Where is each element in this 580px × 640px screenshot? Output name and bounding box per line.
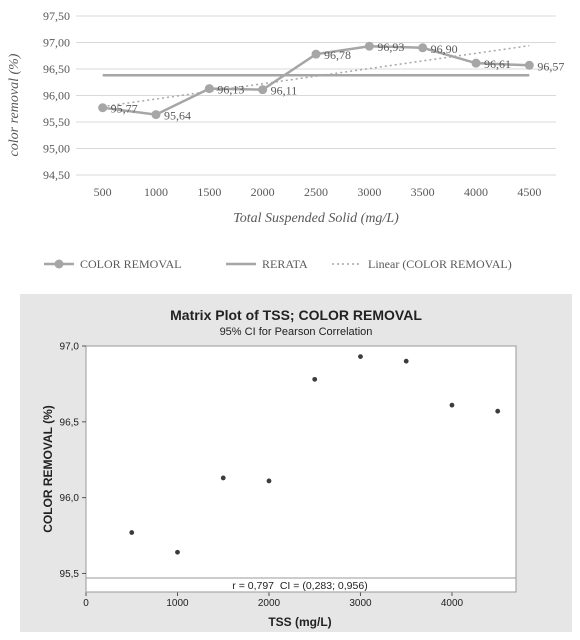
x-tick-label: 2500	[304, 185, 328, 199]
line-chart-gridlines	[76, 15, 556, 176]
scatter-point	[175, 549, 180, 555]
color-removal-point	[524, 60, 534, 70]
x-tick-label: 2000	[251, 185, 275, 199]
scatter-chart-x-axis-title: TSS (mg/L)	[268, 615, 331, 629]
y-tick-label: 94,50	[43, 168, 70, 182]
y-tick-label: 96,00	[43, 89, 70, 103]
scatter-chart-annotation-box	[85, 577, 517, 593]
scatter-chart-y-axis-title: COLOR REMOVAL (%)	[41, 405, 55, 533]
data-label: 96,90	[431, 42, 458, 56]
line-chart-y-axis-title: color removal (%)	[7, 53, 22, 156]
scatter-chart-y-axis: 95,5 96,0 96,5 97,0	[60, 342, 86, 580]
y-tick-label: 96,5	[60, 417, 80, 428]
legend-color-removal-swatch-marker	[54, 259, 64, 269]
line-chart-data-labels: 95,77 95,64 96,13 96,11 96,78 96,93 96,90 96,61…	[111, 40, 565, 122]
color-removal-point	[204, 84, 214, 94]
scatter-chart-x-axis: 0 1000 2000 3000 4000	[83, 592, 464, 609]
color-removal-point	[258, 85, 268, 95]
y-tick-label: 97,0	[60, 342, 80, 353]
scatter-chart: Matrix Plot of TSS; COLOR REMOVAL 95% CI…	[20, 294, 572, 632]
legend-label: Linear (COLOR REMOVAL)	[368, 257, 512, 271]
legend-label: COLOR REMOVAL	[80, 257, 181, 271]
x-tick-label: 4500	[517, 185, 541, 199]
y-tick-label: 95,00	[43, 142, 70, 156]
x-tick-label: 1000	[166, 598, 189, 609]
color-removal-point	[364, 41, 374, 51]
color-removal-point	[471, 58, 481, 68]
line-chart-y-axis: 94,50 95,00 95,50 96,00 96,50 97,00 97,50	[43, 9, 70, 182]
scatter-point	[358, 354, 363, 360]
scatter-point	[495, 408, 501, 414]
y-tick-label: 97,00	[43, 36, 70, 50]
color-removal-point	[311, 49, 321, 59]
scatter-point	[312, 376, 318, 382]
color-removal-point	[151, 110, 161, 120]
y-tick-label: 96,50	[43, 62, 70, 76]
data-label: 96,11	[271, 84, 298, 98]
x-tick-label: 3000	[349, 598, 372, 609]
line-chart-x-axis: 500 1000 1500 2000 2500 3000 3500 4000 4500	[94, 185, 542, 199]
data-label: 96,61	[484, 57, 511, 71]
x-tick-label: 500	[94, 185, 112, 199]
scatter-point	[266, 478, 272, 484]
line-chart-legend: COLOR REMOVAL RERATA Linear (COLOR REMOVAL…	[44, 257, 512, 271]
scatter-chart-annotation: r = 0,797 CI = (0,283; 0,956)	[232, 580, 367, 592]
scatter-point	[220, 475, 226, 481]
x-tick-label: 3000	[357, 185, 381, 199]
x-tick-label: 3500	[411, 185, 435, 199]
series-linear-trendline	[102, 44, 530, 108]
x-tick-label: 4000	[464, 185, 488, 199]
y-tick-label: 96,0	[60, 493, 80, 504]
color-removal-point	[98, 103, 108, 113]
line-chart: 94,50 95,00 95,50 96,00 96,50 97,00 97,50 500 1…	[7, 9, 564, 271]
y-tick-label: 97,50	[43, 9, 70, 23]
line-chart-x-axis-title: Total Suspended Solid (mg/L)	[233, 211, 399, 226]
scatter-point	[403, 358, 409, 364]
scatter-chart-title: Matrix Plot of TSS; COLOR REMOVAL	[170, 307, 422, 323]
y-tick-label: 95,5	[60, 569, 80, 580]
y-tick-label: 95,50	[43, 115, 70, 129]
scatter-chart-subtitle: 95% CI for Pearson Correlation	[220, 326, 373, 338]
x-tick-label: 4000	[441, 598, 464, 609]
legend-label: RERATA	[262, 257, 308, 271]
scatter-point	[449, 402, 455, 408]
x-tick-label: 0	[83, 598, 89, 609]
data-label: 95,64	[164, 109, 191, 123]
scatter-chart-points	[129, 354, 501, 555]
data-label: 96,93	[377, 40, 404, 54]
scatter-point	[129, 530, 135, 535]
x-tick-label: 2000	[258, 598, 281, 609]
x-tick-label: 1000	[144, 185, 168, 199]
scatter-chart-plot-area	[85, 345, 517, 593]
color-removal-point	[418, 43, 428, 53]
data-label: 95,77	[111, 102, 138, 116]
data-label: 96,13	[217, 83, 244, 97]
data-label: 96,57	[537, 59, 564, 73]
x-tick-label: 1500	[197, 185, 221, 199]
data-label: 96,78	[324, 48, 351, 62]
line-chart-series	[98, 41, 534, 120]
